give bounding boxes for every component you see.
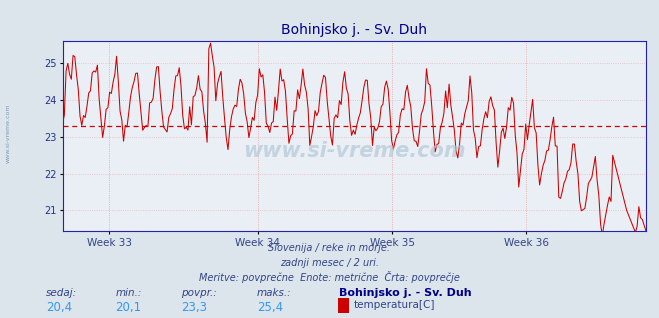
Text: zadnji mesec / 2 uri.: zadnji mesec / 2 uri.: [280, 258, 379, 268]
Text: 20,1: 20,1: [115, 301, 142, 314]
Text: min.:: min.:: [115, 288, 142, 298]
Text: www.si-vreme.com: www.si-vreme.com: [243, 141, 465, 161]
Text: Slovenija / reke in morje.: Slovenija / reke in morje.: [268, 243, 391, 253]
Title: Bohinjsko j. - Sv. Duh: Bohinjsko j. - Sv. Duh: [281, 24, 427, 38]
Text: 20,4: 20,4: [46, 301, 72, 314]
Text: www.si-vreme.com: www.si-vreme.com: [5, 104, 11, 163]
Text: maks.:: maks.:: [257, 288, 292, 298]
Text: Bohinjsko j. - Sv. Duh: Bohinjsko j. - Sv. Duh: [339, 288, 472, 298]
Text: 23,3: 23,3: [181, 301, 207, 314]
Text: povpr.:: povpr.:: [181, 288, 217, 298]
Text: temperatura[C]: temperatura[C]: [353, 301, 435, 310]
Text: 25,4: 25,4: [257, 301, 283, 314]
Text: Meritve: povprečne  Enote: metrične  Črta: povprečje: Meritve: povprečne Enote: metrične Črta:…: [199, 271, 460, 283]
Text: sedaj:: sedaj:: [46, 288, 77, 298]
